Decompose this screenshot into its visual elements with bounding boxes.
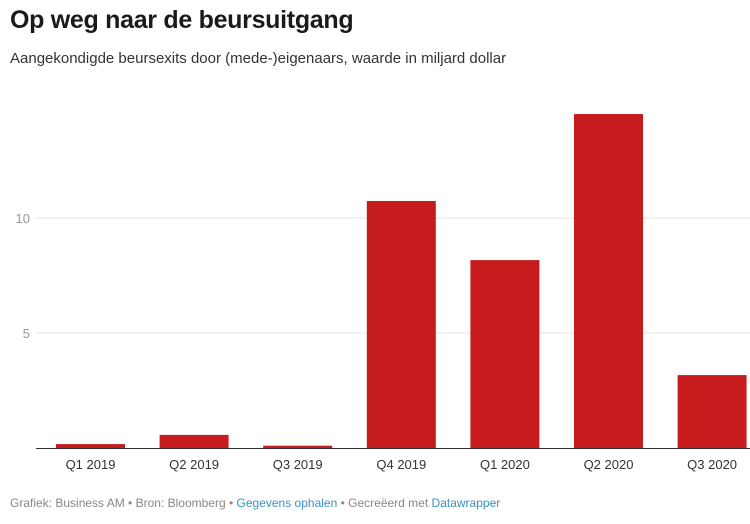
bar-q1-2019 (56, 444, 125, 448)
footer-credit: Grafiek: Business AM (10, 496, 125, 510)
chart-subtitle: Aangekondigde beursexits door (mede-)eig… (10, 50, 507, 67)
footer-separator: • (225, 496, 237, 510)
bar-q2-2019 (159, 434, 229, 448)
bar-q3-2020 (677, 375, 747, 448)
footer-source: Bron: Bloomberg (135, 496, 226, 510)
bar-q2-2020 (574, 114, 643, 448)
footer-created-with: Gecreëerd met (348, 496, 429, 510)
x-tick-label: Q1 2019 (66, 457, 116, 472)
x-tick-label: Q2 2020 (584, 457, 634, 472)
chart-title: Op weg naar de beursuitgang (10, 6, 354, 34)
x-tick-label: Q2 2019 (169, 457, 219, 472)
get-data-link[interactable]: Gegevens ophalen (236, 496, 338, 510)
x-tick-label: Q1 2020 (480, 457, 530, 472)
bar-q3-2019 (263, 445, 333, 448)
y-tick-label: 10 (16, 211, 30, 226)
x-tick-label: Q4 2019 (376, 457, 426, 472)
footer-separator: • (337, 496, 349, 510)
bar-layer (56, 114, 747, 448)
x-tick-label: Q3 2020 (687, 457, 737, 472)
chart-footer: Grafiek: Business AM • Bron: Bloomberg •… (10, 496, 500, 510)
axis-layer: 5 10 Q1 2019 Q2 2019 Q3 2019 Q4 2019 Q1 2020 Q2… (16, 211, 750, 472)
footer-separator: • (124, 496, 136, 510)
bar-chart: 5 10 Q1 2019 Q2 2019 Q3 2019 Q4 2019 Q1 2020 Q2… (16, 114, 750, 472)
y-tick-label: 5 (23, 326, 30, 341)
bar-q1-2020 (470, 260, 540, 448)
bar-q4-2019 (366, 200, 436, 448)
x-tick-label: Q3 2019 (273, 457, 323, 472)
datawrapper-link[interactable]: Datawrapper (431, 496, 501, 510)
